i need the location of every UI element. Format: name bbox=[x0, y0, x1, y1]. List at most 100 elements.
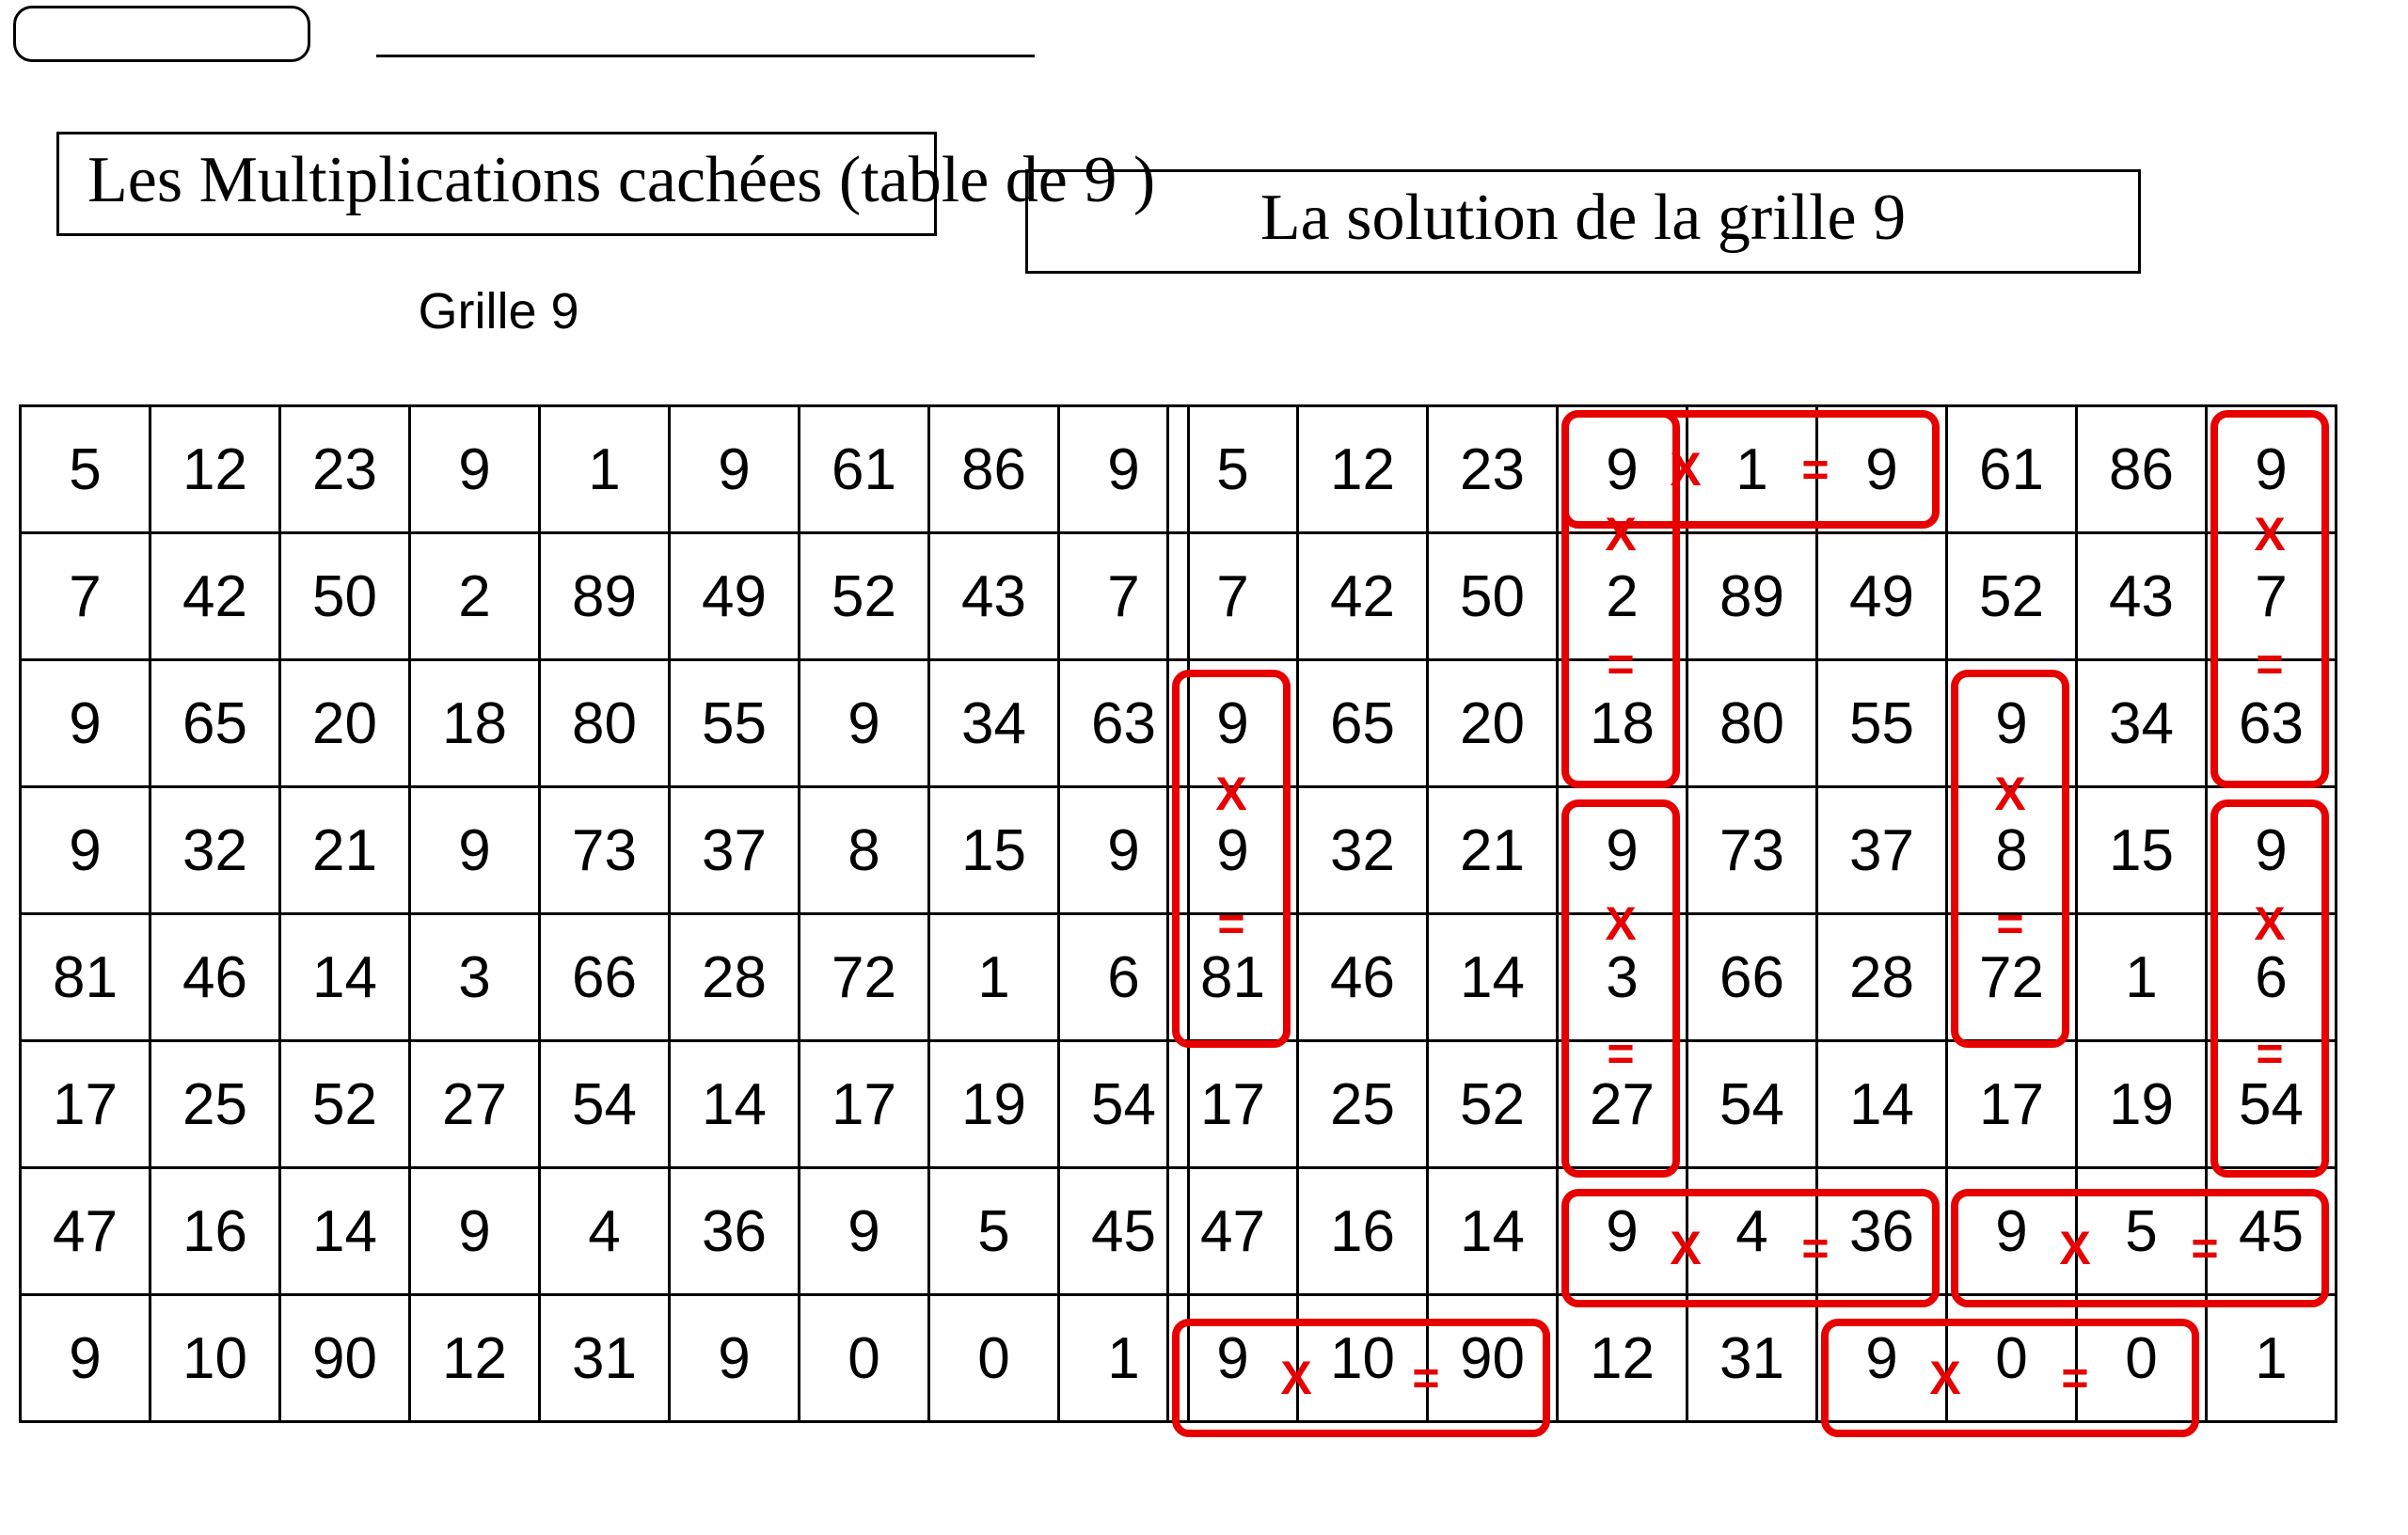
grid-cell: 14 bbox=[1428, 914, 1558, 1041]
grid-cell: 1 bbox=[540, 406, 670, 533]
grid-cell: 28 bbox=[670, 914, 800, 1041]
grid-cell: 43 bbox=[2077, 533, 2207, 660]
grid-cell: 17 bbox=[1168, 1041, 1298, 1168]
grid-cell: 55 bbox=[670, 660, 800, 787]
grid-cell: 21 bbox=[280, 787, 410, 914]
grid-cell: 90 bbox=[1428, 1295, 1558, 1422]
grid-cell: 72 bbox=[800, 914, 929, 1041]
grid-cell: 46 bbox=[150, 914, 280, 1041]
grid-cell: 47 bbox=[1168, 1168, 1298, 1295]
grid-cell: 63 bbox=[2207, 660, 2337, 787]
grid-cell: 12 bbox=[150, 406, 280, 533]
grid-cell: 10 bbox=[1298, 1295, 1428, 1422]
grid-cell: 9 bbox=[1947, 660, 2077, 787]
grid-cell: 1 bbox=[929, 914, 1059, 1041]
date-underline bbox=[376, 55, 1035, 57]
grid-cell: 54 bbox=[540, 1041, 670, 1168]
grid-cell: 54 bbox=[1687, 1041, 1817, 1168]
grid-cell: 4 bbox=[1687, 1168, 1817, 1295]
grid-cell: 12 bbox=[1558, 1295, 1687, 1422]
grid-cell: 16 bbox=[1298, 1168, 1428, 1295]
grid-cell: 20 bbox=[1428, 660, 1558, 787]
grid-cell: 17 bbox=[21, 1041, 150, 1168]
puzzle-grid-left: 5122391961869742502894952437965201880559… bbox=[19, 404, 1190, 1423]
grid-cell: 2 bbox=[410, 533, 540, 660]
grid-cell: 9 bbox=[670, 1295, 800, 1422]
grid-cell: 1 bbox=[1687, 406, 1817, 533]
grid-cell: 49 bbox=[1817, 533, 1947, 660]
grid-cell: 73 bbox=[1687, 787, 1817, 914]
grid-cell: 55 bbox=[1817, 660, 1947, 787]
title-right: La solution de la grille 9 bbox=[1025, 169, 2141, 274]
grid-cell: 7 bbox=[2207, 533, 2337, 660]
grid-cell: 0 bbox=[929, 1295, 1059, 1422]
grid-cell: 50 bbox=[280, 533, 410, 660]
grid-cell: 1 bbox=[2207, 1295, 2337, 1422]
grid-cell: 9 bbox=[1168, 660, 1298, 787]
grid-cell: 43 bbox=[929, 533, 1059, 660]
grid-cell: 9 bbox=[800, 660, 929, 787]
grid-cell: 12 bbox=[410, 1295, 540, 1422]
grid-cell: 86 bbox=[929, 406, 1059, 533]
grid-cell: 17 bbox=[1947, 1041, 2077, 1168]
grid-cell: 9 bbox=[1168, 787, 1298, 914]
grid-cell: 36 bbox=[1817, 1168, 1947, 1295]
grid-cell: 23 bbox=[1428, 406, 1558, 533]
grid-cell: 37 bbox=[1817, 787, 1947, 914]
grid-cell: 6 bbox=[2207, 914, 2337, 1041]
grid-cell: 9 bbox=[1947, 1168, 2077, 1295]
grid-cell: 89 bbox=[1687, 533, 1817, 660]
grid-cell: 34 bbox=[2077, 660, 2207, 787]
grid-cell: 37 bbox=[670, 787, 800, 914]
grid-cell: 31 bbox=[540, 1295, 670, 1422]
grid-cell: 81 bbox=[21, 914, 150, 1041]
grid-cell: 7 bbox=[21, 533, 150, 660]
grid-cell: 21 bbox=[1428, 787, 1558, 914]
grid-cell: 9 bbox=[1558, 787, 1687, 914]
grid-cell: 18 bbox=[410, 660, 540, 787]
grid-cell: 42 bbox=[1298, 533, 1428, 660]
grid-cell: 49 bbox=[670, 533, 800, 660]
grid-cell: 9 bbox=[1558, 1168, 1687, 1295]
grid-cell: 5 bbox=[929, 1168, 1059, 1295]
grid-cell: 1 bbox=[2077, 914, 2207, 1041]
grid-cell: 15 bbox=[929, 787, 1059, 914]
grid-cell: 7 bbox=[1168, 533, 1298, 660]
grid-cell: 9 bbox=[1817, 1295, 1947, 1422]
subtitle: Grille 9 bbox=[56, 282, 941, 340]
grid-cell: 16 bbox=[150, 1168, 280, 1295]
grid-cell: 0 bbox=[2077, 1295, 2207, 1422]
grid-cell: 27 bbox=[410, 1041, 540, 1168]
grid-cell: 90 bbox=[280, 1295, 410, 1422]
grid-cell: 65 bbox=[150, 660, 280, 787]
grid-cell: 86 bbox=[2077, 406, 2207, 533]
grid-cell: 52 bbox=[280, 1041, 410, 1168]
grid-cell: 5 bbox=[21, 406, 150, 533]
grid-cell: 45 bbox=[2207, 1168, 2337, 1295]
grid-cell: 42 bbox=[150, 533, 280, 660]
grid-cell: 15 bbox=[2077, 787, 2207, 914]
grid-cell: 0 bbox=[1947, 1295, 2077, 1422]
grid-cell: 46 bbox=[1298, 914, 1428, 1041]
grid-cell: 14 bbox=[280, 914, 410, 1041]
grid-cell: 9 bbox=[21, 660, 150, 787]
puzzle-grid-right: 5122391961869742502894952437965201880559… bbox=[1166, 404, 2337, 1423]
grid-cell: 8 bbox=[1947, 787, 2077, 914]
grid-cell: 9 bbox=[2207, 787, 2337, 914]
grid-cell: 34 bbox=[929, 660, 1059, 787]
grid-cell: 89 bbox=[540, 533, 670, 660]
grid-cell: 10 bbox=[150, 1295, 280, 1422]
grid-cell: 80 bbox=[1687, 660, 1817, 787]
grid-cell: 14 bbox=[280, 1168, 410, 1295]
grid-cell: 32 bbox=[1298, 787, 1428, 914]
grid-cell: 9 bbox=[1817, 406, 1947, 533]
grid-cell: 9 bbox=[410, 1168, 540, 1295]
grid-cell: 25 bbox=[1298, 1041, 1428, 1168]
grid-cell: 54 bbox=[2207, 1041, 2337, 1168]
grid-cell: 9 bbox=[1558, 406, 1687, 533]
grid-cell: 36 bbox=[670, 1168, 800, 1295]
grid-cell: 3 bbox=[410, 914, 540, 1041]
grid-cell: 9 bbox=[21, 787, 150, 914]
grid-cell: 9 bbox=[410, 787, 540, 914]
grid-cell: 4 bbox=[540, 1168, 670, 1295]
